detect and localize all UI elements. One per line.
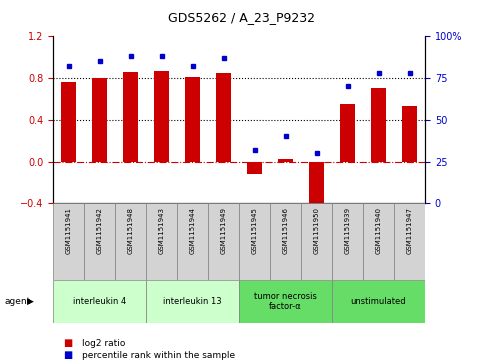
Bar bbox=[247, 162, 262, 174]
Text: GSM1151948: GSM1151948 bbox=[128, 207, 134, 254]
Bar bbox=[53, 280, 146, 323]
Text: log2 ratio: log2 ratio bbox=[82, 339, 126, 347]
Bar bbox=[332, 280, 425, 323]
Text: interleukin 4: interleukin 4 bbox=[73, 297, 126, 306]
Bar bbox=[177, 203, 208, 280]
Bar bbox=[185, 77, 200, 162]
Bar bbox=[115, 203, 146, 280]
Text: ■: ■ bbox=[63, 338, 72, 348]
Bar bbox=[340, 104, 355, 162]
Text: ▶: ▶ bbox=[27, 297, 33, 306]
Text: GSM1151950: GSM1151950 bbox=[313, 207, 320, 254]
Bar bbox=[146, 280, 239, 323]
Bar bbox=[332, 203, 363, 280]
Text: GSM1151943: GSM1151943 bbox=[158, 207, 165, 254]
Text: GSM1151940: GSM1151940 bbox=[376, 207, 382, 254]
Bar bbox=[53, 203, 84, 280]
Text: GSM1151941: GSM1151941 bbox=[66, 207, 71, 254]
Bar bbox=[394, 203, 425, 280]
Bar bbox=[92, 78, 107, 162]
Text: GSM1151947: GSM1151947 bbox=[407, 207, 412, 254]
Bar bbox=[216, 73, 231, 162]
Bar bbox=[239, 203, 270, 280]
Bar bbox=[239, 280, 332, 323]
Bar bbox=[301, 203, 332, 280]
Text: interleukin 13: interleukin 13 bbox=[163, 297, 222, 306]
Text: GSM1151945: GSM1151945 bbox=[252, 207, 257, 254]
Bar bbox=[363, 203, 394, 280]
Text: ■: ■ bbox=[63, 350, 72, 360]
Bar bbox=[61, 82, 76, 162]
Text: GSM1151946: GSM1151946 bbox=[283, 207, 288, 254]
Bar bbox=[123, 72, 138, 162]
Text: GDS5262 / A_23_P9232: GDS5262 / A_23_P9232 bbox=[168, 11, 315, 24]
Bar bbox=[309, 162, 324, 216]
Text: unstimulated: unstimulated bbox=[351, 297, 406, 306]
Bar bbox=[208, 203, 239, 280]
Text: percentile rank within the sample: percentile rank within the sample bbox=[82, 351, 235, 359]
Text: GSM1151939: GSM1151939 bbox=[344, 207, 351, 254]
Text: tumor necrosis
factor-α: tumor necrosis factor-α bbox=[254, 291, 317, 311]
Bar bbox=[146, 203, 177, 280]
Text: GSM1151949: GSM1151949 bbox=[221, 207, 227, 254]
Bar bbox=[84, 203, 115, 280]
Text: GSM1151942: GSM1151942 bbox=[97, 207, 102, 254]
Bar bbox=[278, 159, 293, 162]
Text: agent: agent bbox=[5, 297, 31, 306]
Bar bbox=[154, 71, 170, 162]
Bar bbox=[371, 89, 386, 162]
Bar bbox=[402, 106, 417, 162]
Text: GSM1151944: GSM1151944 bbox=[190, 207, 196, 254]
Bar bbox=[270, 203, 301, 280]
